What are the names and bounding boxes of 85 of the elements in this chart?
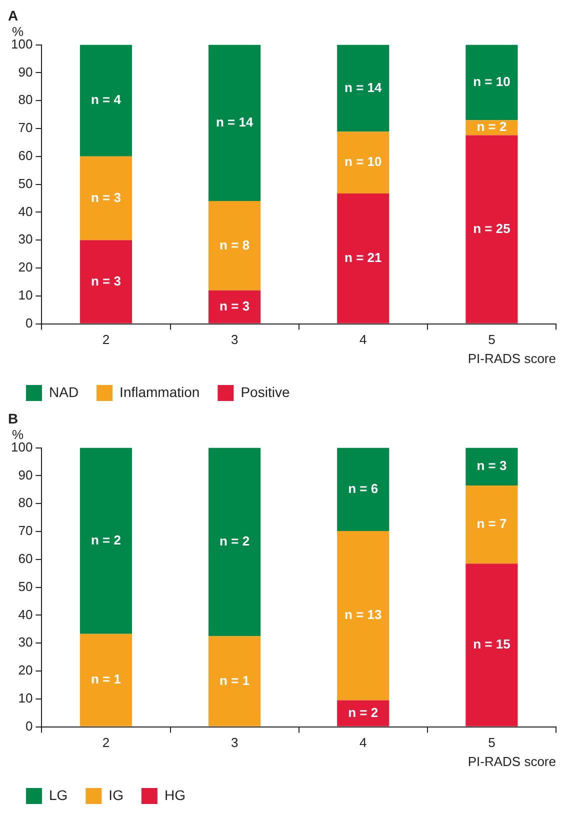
x-tick-label: 4 [360, 735, 367, 750]
bar [208, 290, 261, 324]
x-axis-title: PI-RADS score [468, 350, 556, 366]
bar [337, 700, 390, 726]
annotation: n = 13 [344, 607, 382, 622]
annotation: n = 2 [220, 534, 250, 549]
bar [337, 194, 390, 324]
annotation: n = 10 [344, 154, 382, 170]
bar [80, 634, 132, 726]
bar [80, 156, 132, 240]
legend-label: Inflammation [120, 384, 200, 400]
bar [208, 201, 261, 290]
y-tick-label: 30 [18, 232, 33, 247]
annotation: n = 14 [216, 114, 254, 130]
bar [466, 564, 518, 726]
x-tick-label: 2 [102, 332, 110, 348]
y-tick-label: 70 [18, 120, 33, 136]
annotation: n = 21 [344, 250, 382, 265]
y-tick-label: 10 [18, 287, 33, 302]
y-tick-label: 20 [18, 260, 33, 275]
x-tick-label: 4 [360, 332, 367, 348]
annotation: n = 6 [348, 480, 378, 496]
bar [208, 44, 261, 202]
annotation: n = 1 [220, 672, 250, 688]
x-tick-label: 2 [102, 735, 110, 750]
annotation: n = 3 [90, 190, 121, 205]
bar [466, 485, 518, 564]
bar [208, 448, 261, 636]
bar [337, 44, 390, 132]
y-tick-label: 70 [18, 523, 33, 538]
x-tick-label: 5 [488, 332, 496, 348]
y-tick-label: 0 [25, 315, 33, 330]
bar [80, 44, 132, 156]
legend-label: HG [164, 786, 186, 803]
y-tick-label: 80 [18, 495, 33, 510]
annotation: n = 8 [220, 237, 250, 252]
annotation: n = 14 [344, 80, 383, 95]
bar [337, 530, 390, 700]
annotation: n = 1 [90, 672, 121, 687]
bar [208, 636, 261, 726]
y-tick-label: 10 [18, 690, 33, 706]
y-tick-label: 40 [18, 204, 33, 219]
chart-title: A [8, 7, 18, 24]
bar [337, 448, 390, 531]
y-tick-label: 50 [18, 578, 33, 594]
x-tick-label: 3 [230, 332, 238, 348]
annotation: n = 15 [473, 636, 510, 652]
y-tick-label: 90 [18, 467, 33, 482]
x-tick-label: 5 [488, 735, 496, 750]
x-axis-title: PI-RADS score [468, 754, 556, 769]
bar [337, 132, 390, 194]
y-tick-label: 100 [10, 36, 33, 52]
y-tick-label: 20 [18, 662, 33, 678]
annotation: n = 4 [90, 92, 122, 108]
annotation: n = 2 [476, 119, 507, 134]
bar [466, 135, 518, 324]
annotation: n = 10 [473, 74, 510, 90]
annotation: n = 3 [90, 273, 121, 288]
bar [466, 44, 518, 120]
annotation: n = 7 [476, 516, 507, 532]
legend-label: IG [108, 786, 124, 803]
annotation: n = 25 [473, 220, 510, 236]
legend-label: Positive [240, 384, 290, 400]
y-axis-title: % [12, 24, 24, 39]
y-tick-label: 50 [18, 176, 33, 191]
annotation: n = 2 [90, 532, 121, 548]
legend-label: LG [49, 786, 68, 803]
x-tick-label: 3 [230, 735, 238, 750]
bar [80, 240, 132, 324]
y-tick-label: 60 [18, 148, 33, 163]
y-tick-label: 80 [18, 92, 33, 108]
bar [466, 448, 518, 486]
y-tick-label: 30 [18, 634, 33, 650]
annotation: n = 2 [348, 704, 378, 720]
chart-title: B [8, 410, 18, 426]
bar [80, 448, 132, 634]
legend-label: NAD [49, 384, 79, 400]
annotation: n = 3 [220, 298, 250, 314]
y-axis-title: % [12, 426, 24, 442]
y-tick-label: 0 [25, 718, 33, 734]
y-tick-label: 100 [10, 439, 33, 454]
y-tick-label: 60 [18, 550, 33, 566]
annotation: n = 3 [476, 458, 507, 474]
y-tick-label: 90 [18, 64, 33, 80]
y-tick-label: 40 [18, 606, 33, 622]
